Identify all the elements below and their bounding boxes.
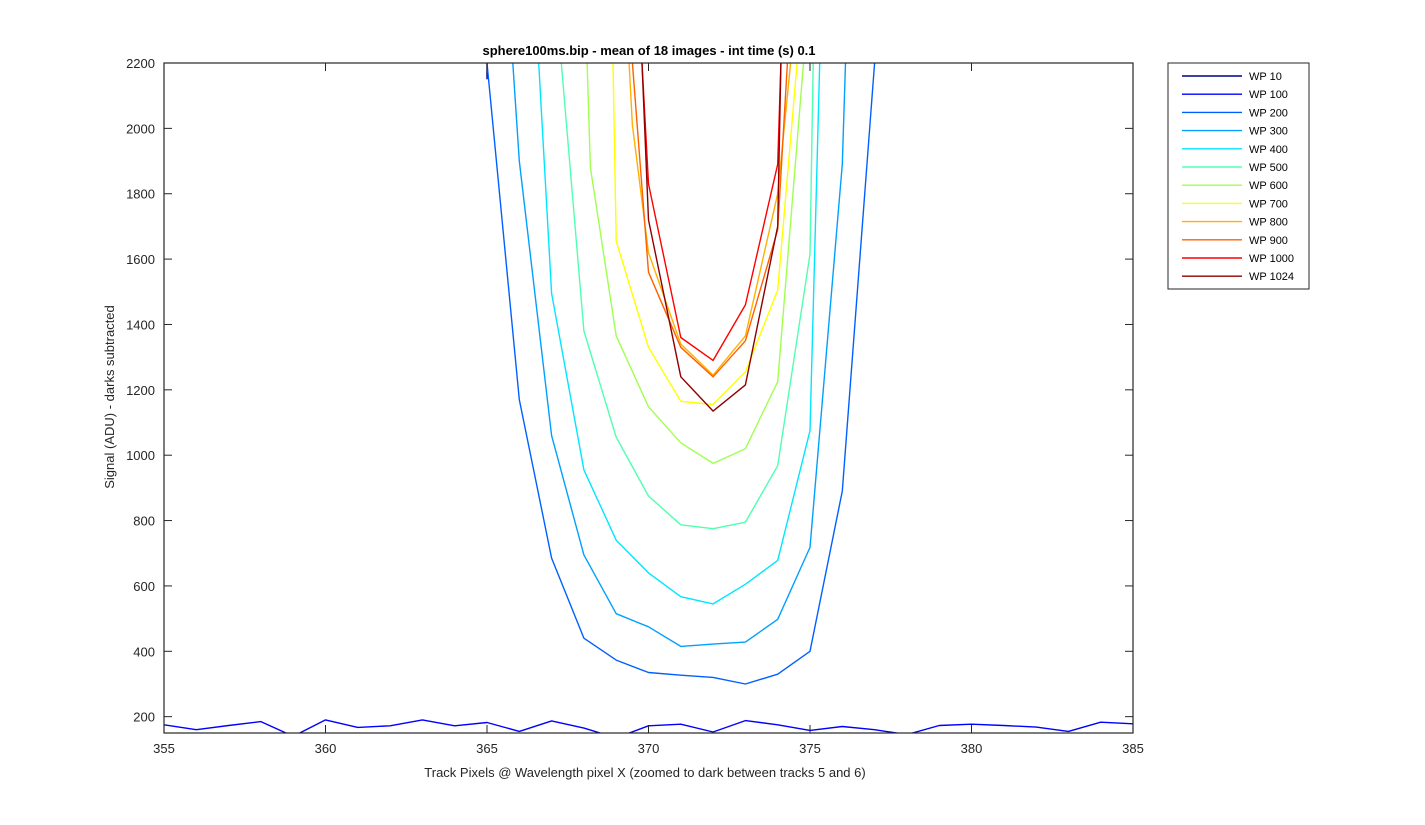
x-tick-label-360: 360: [315, 741, 337, 756]
y-tick-label-600: 600: [133, 579, 155, 594]
legend-label: WP 900: [1249, 235, 1288, 247]
y-tick-label-800: 800: [133, 514, 155, 529]
legend-item-wp-500[interactable]: WP 500: [1182, 162, 1288, 174]
legend-label: WP 200: [1249, 107, 1288, 119]
y-tick-label-1600: 1600: [126, 252, 155, 267]
legend-item-wp-1024[interactable]: WP 1024: [1182, 271, 1294, 283]
y-tick-label-1200: 1200: [126, 383, 155, 398]
chart-title: sphere100ms.bip - mean of 18 images - in…: [482, 43, 815, 58]
legend-label: WP 300: [1249, 126, 1288, 138]
axis-ticks: 355 360 365 370 375 380 385 200 400 600 800 1000 120…: [126, 56, 1144, 756]
x-tick-label-380: 380: [961, 741, 983, 756]
axes-frame: [163, 62, 1134, 734]
plot-area: [164, 63, 1133, 733]
series-line-wp-600: [586, 63, 805, 465]
y-axis-label: Signal (ADU) - darks subtracted: [102, 305, 117, 489]
legend-label: WP 400: [1249, 144, 1288, 156]
legend-item-wp-400[interactable]: WP 400: [1182, 144, 1288, 156]
legend-label: WP 500: [1249, 162, 1288, 174]
legend-label: WP 100: [1249, 89, 1288, 101]
series-line-wp-500: [560, 63, 814, 530]
legend[interactable]: WP 10 WP 100 WP 200 WP 300 WP 400 WP 500 WP 60…: [1167, 62, 1310, 290]
y-tick-label-200: 200: [133, 710, 155, 725]
series-line-wp-700: [612, 63, 798, 406]
x-tick-label-385: 385: [1122, 741, 1144, 756]
y-tick-label-1800: 1800: [126, 187, 155, 202]
legend-label: WP 10: [1249, 71, 1282, 83]
legend-box: [1167, 62, 1310, 290]
series-line-wp-300: [512, 63, 847, 648]
y-tick-label-2200: 2200: [126, 56, 155, 71]
legend-item-wp-800[interactable]: WP 800: [1182, 217, 1288, 229]
y-tick-label-400: 400: [133, 644, 155, 659]
y-tick-label-2000: 2000: [126, 121, 155, 136]
x-tick-label-355: 355: [153, 741, 175, 756]
series-line-wp-1024: [641, 63, 782, 412]
x-tick-label-375: 375: [799, 741, 821, 756]
legend-item-wp-200[interactable]: WP 200: [1182, 107, 1288, 119]
legend-item-wp-10[interactable]: WP 10: [1182, 71, 1282, 83]
y-tick-label-1000: 1000: [126, 448, 155, 463]
series-line-wp-200: [486, 63, 876, 685]
legend-item-wp-100[interactable]: WP 100: [1182, 89, 1288, 101]
legend-item-wp-300[interactable]: WP 300: [1182, 126, 1288, 138]
series-line-wp-800: [628, 63, 792, 376]
y-tick-label-1400: 1400: [126, 317, 155, 332]
legend-label: WP 700: [1249, 198, 1288, 210]
legend-item-wp-1000[interactable]: WP 1000: [1182, 253, 1294, 265]
legend-label: WP 800: [1249, 217, 1288, 229]
legend-item-wp-600[interactable]: WP 600: [1182, 180, 1288, 192]
legend-label: WP 600: [1249, 180, 1288, 192]
legend-label: WP 1000: [1249, 253, 1294, 265]
legend-label: WP 1024: [1249, 271, 1294, 283]
legend-item-wp-700[interactable]: WP 700: [1182, 198, 1288, 210]
legend-item-wp-900[interactable]: WP 900: [1182, 235, 1288, 247]
series-line-wp-400: [538, 63, 821, 605]
series-line-wp-1000: [641, 63, 782, 362]
x-axis-label: Track Pixels @ Wavelength pixel X (zoome…: [424, 765, 865, 780]
x-tick-label-365: 365: [476, 741, 498, 756]
x-tick-label-370: 370: [638, 741, 660, 756]
